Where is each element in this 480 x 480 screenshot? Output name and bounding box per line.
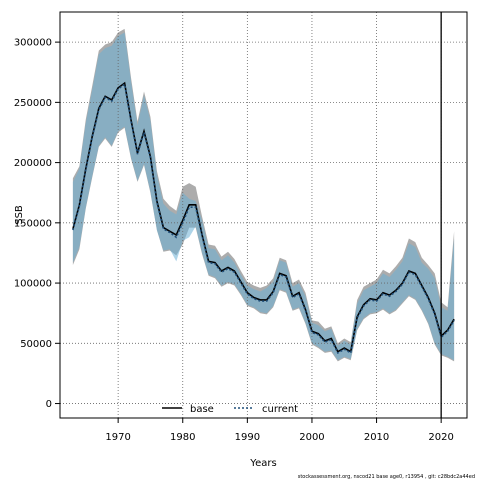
y-tick-label: 200000: [14, 158, 52, 169]
legend: base current: [162, 404, 298, 415]
x-axis-title: Years: [249, 458, 276, 469]
y-tick-label: 50000: [20, 339, 52, 350]
x-tick-label: 2010: [364, 432, 389, 443]
y-tick-label: 300000: [14, 38, 52, 49]
x-tick-label: 1980: [170, 432, 195, 443]
legend-current-label: current: [262, 404, 298, 415]
current-band: [72, 32, 455, 361]
y-tick-label: 0: [46, 399, 52, 410]
y-axis-ticks: 0 50000 100000 150000 200000 250000 300000: [14, 38, 60, 410]
base-series-line: [72, 81, 455, 353]
confidence-bands: [72, 28, 455, 362]
y-axis-title: SSB: [14, 205, 25, 225]
x-tick-label: 2020: [428, 432, 453, 443]
legend-base-label: base: [190, 404, 214, 415]
x-tick-label: 1970: [105, 432, 130, 443]
y-tick-label: 100000: [14, 279, 52, 290]
x-tick-label: 2000: [299, 432, 324, 443]
x-axis-ticks: 1970 1980 1990 2000 2010 2020: [105, 418, 454, 443]
y-tick-label: 250000: [14, 98, 52, 109]
footer-credit: stockassessment.org, nscod21 base age0, …: [297, 474, 475, 480]
grid-lines: [60, 12, 467, 418]
x-tick-label: 1990: [235, 432, 260, 443]
plot-frame: [59, 11, 468, 419]
y-tick-label: 150000: [14, 218, 52, 229]
series-lines: [72, 12, 455, 418]
current-series-line: [72, 82, 455, 355]
